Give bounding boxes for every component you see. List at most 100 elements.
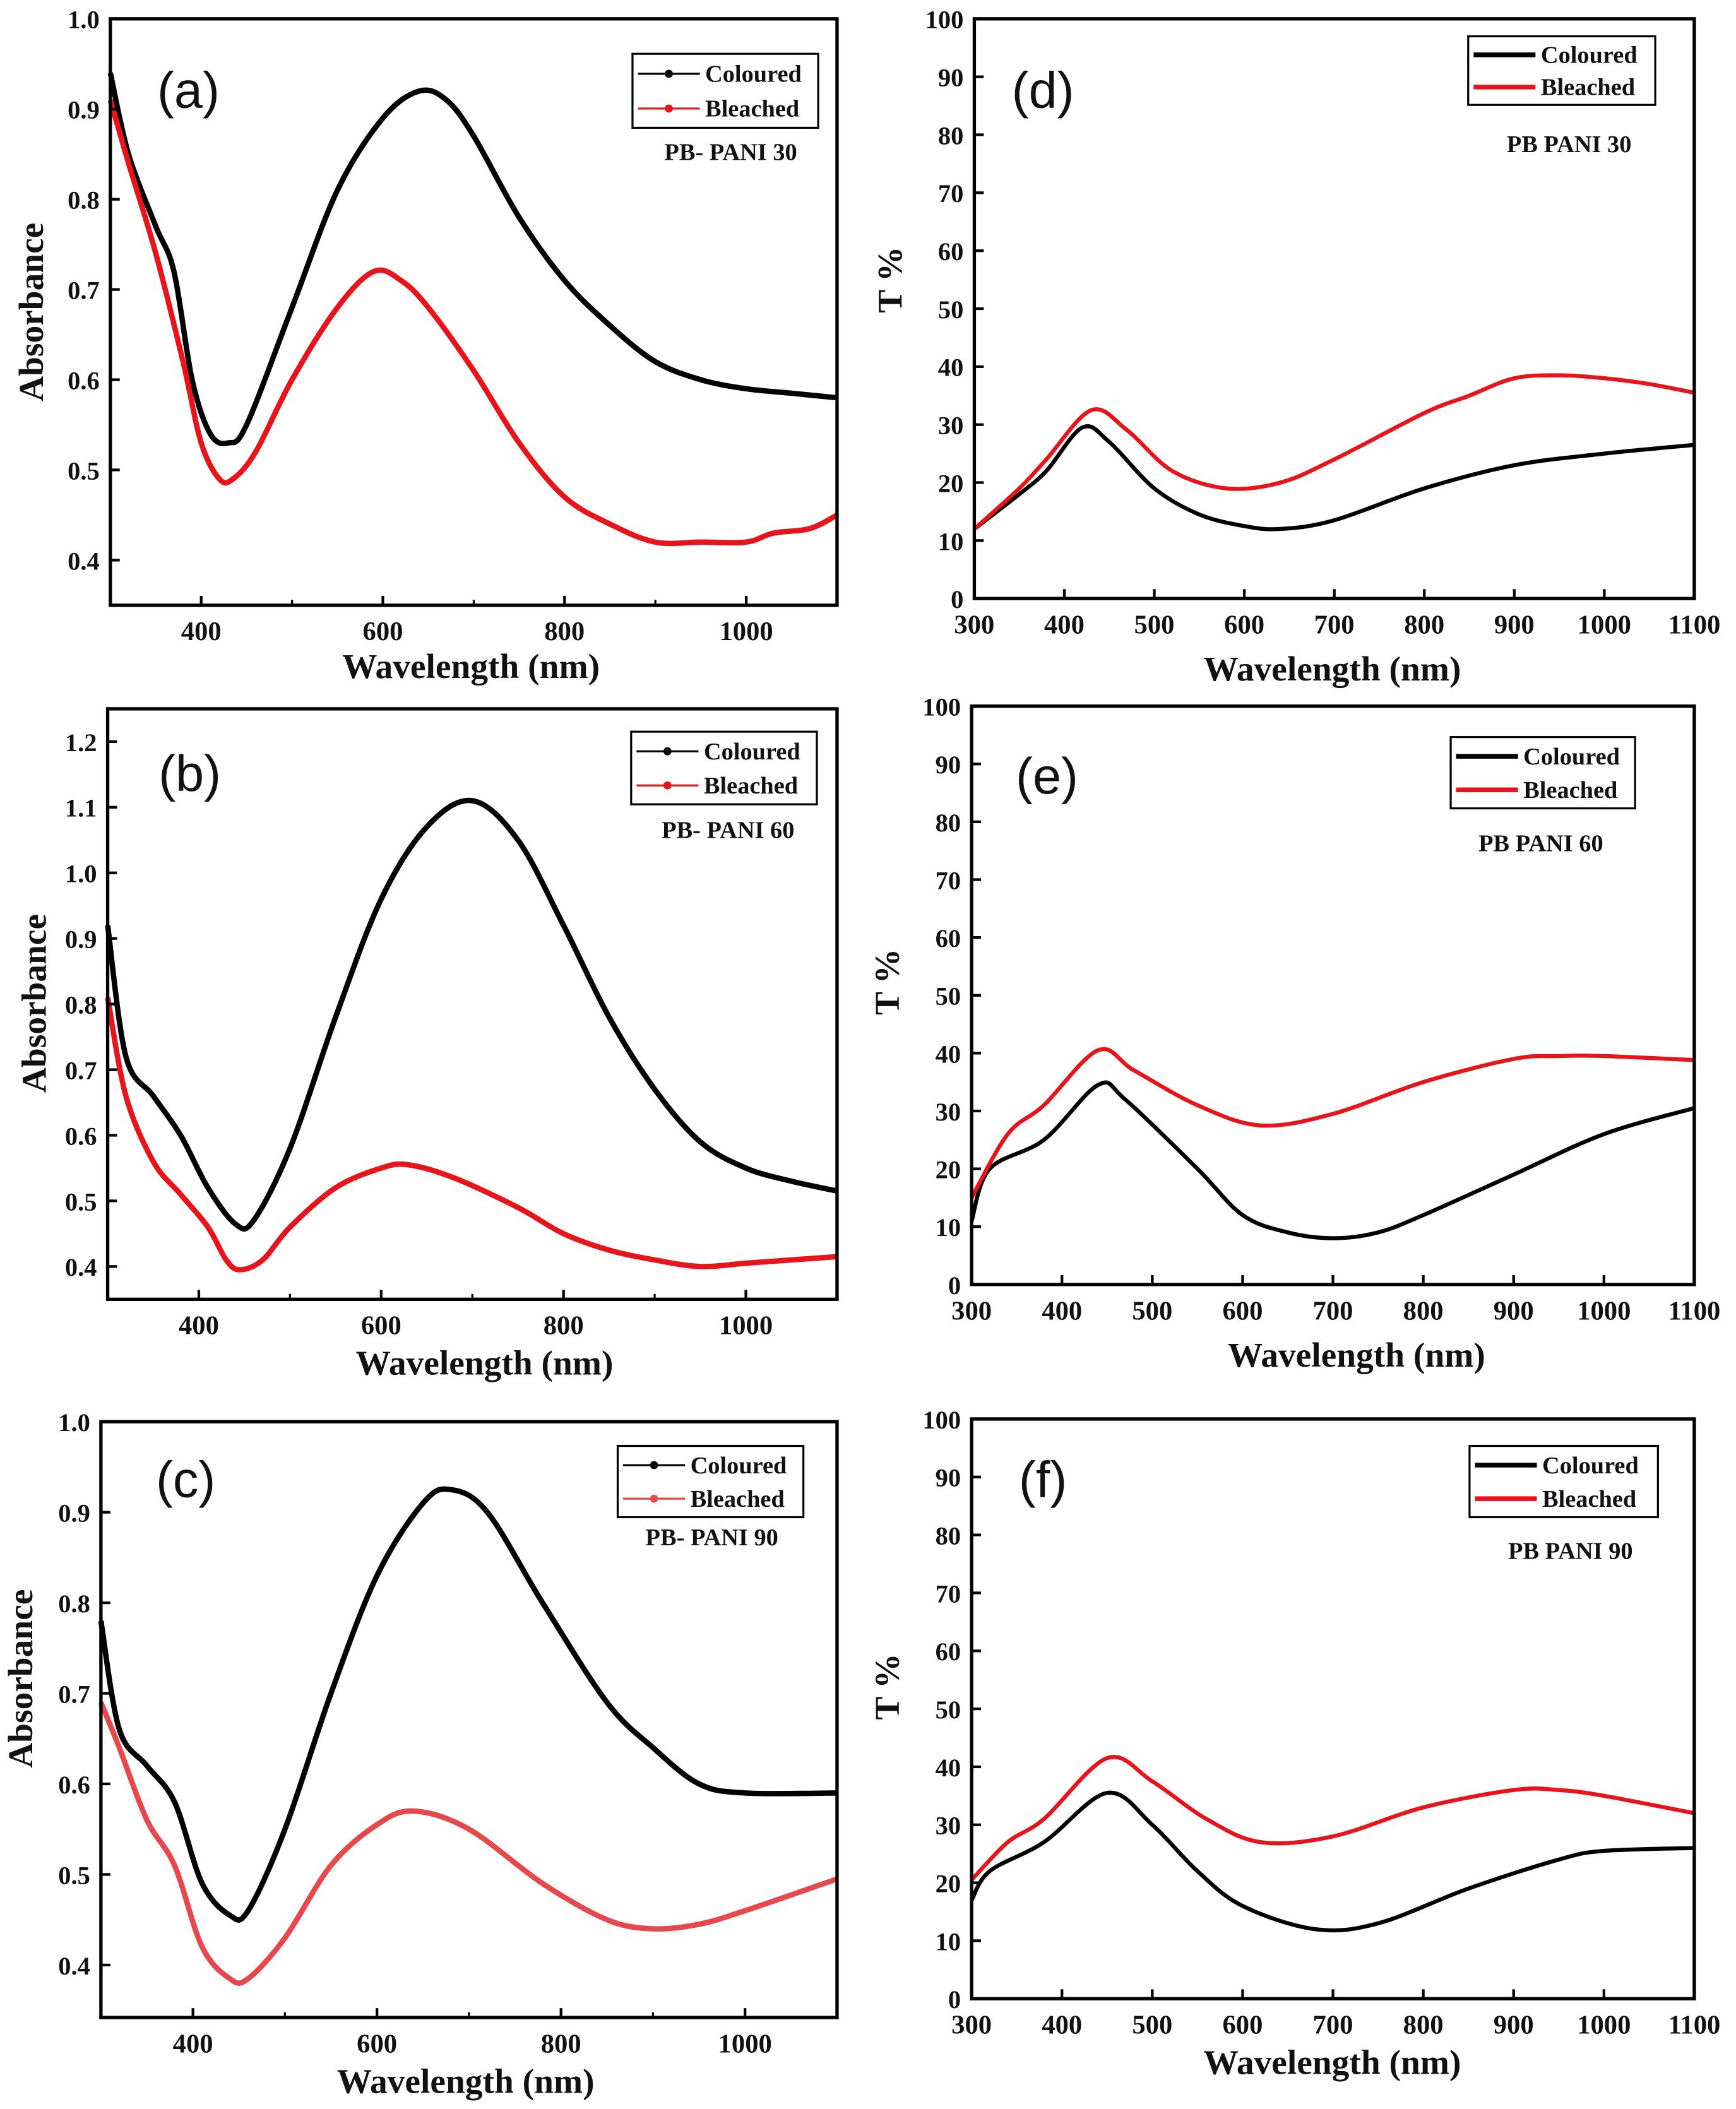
chart-panel-f: 300 400 500 600 700 800 900 1000 1100 0 10 20 30 40 50… xyxy=(868,1406,1720,2082)
legend: Coloured Bleached xyxy=(630,730,818,805)
sample-label: PB- PANI 60 xyxy=(662,817,794,843)
y-tick-label: 50 xyxy=(938,295,963,324)
x-axis-label: Wavelength (nm) xyxy=(355,1344,613,1382)
x-tick-label: 400 xyxy=(179,1311,219,1341)
x-tick-label: 700 xyxy=(1314,610,1355,640)
chart-panel-d: 300 400 500 600 700 800 900 1000 1100 0 10 20 30 40 50… xyxy=(871,6,1720,688)
y-tick-label: 100 xyxy=(922,693,961,722)
x-axis-label: Wavelength (nm) xyxy=(337,2062,595,2100)
y-tick-label: 0.6 xyxy=(68,366,100,395)
x-tick-label: 900 xyxy=(1494,2011,1534,2040)
legend-box xyxy=(616,1444,805,1519)
x-tick-label: 800 xyxy=(1403,1296,1444,1326)
y-tick-label: 1.1 xyxy=(65,794,97,823)
chart-panel-e: 300 400 500 600 700 800 900 1000 1100 0 10 20 30 40 50… xyxy=(868,693,1720,1374)
x-tick-label: 300 xyxy=(951,1296,992,1326)
legend-box xyxy=(1449,736,1636,810)
x-tick-label: 400 xyxy=(1044,610,1085,640)
y-tick-label: 90 xyxy=(938,64,963,92)
series-line-bleached xyxy=(970,1047,1695,1199)
x-axis-label: Wavelength (nm) xyxy=(1203,650,1461,688)
y-tick-label: 10 xyxy=(938,527,963,555)
x-tick-label: 700 xyxy=(1313,1296,1353,1326)
x-tick-label: 1100 xyxy=(1668,610,1720,640)
y-tick-label: 0 xyxy=(951,585,963,614)
y-tick-label: 0.8 xyxy=(68,186,100,215)
legend-label-bleached: Bleached xyxy=(691,1486,785,1512)
y-tick-label: 0.4 xyxy=(65,1253,97,1281)
x-tick-label: 300 xyxy=(951,2011,992,2040)
legend-label-coloured: Coloured xyxy=(704,739,800,765)
series-line-bleached xyxy=(970,1755,1695,1882)
y-tick-label: 60 xyxy=(938,237,963,266)
legend-label-bleached: Bleached xyxy=(1542,1486,1636,1512)
y-tick-label: 0.8 xyxy=(65,991,97,1019)
chart-panel-a: 400 600 800 1000 0.4 0.5 0.6 0.7 0.8 0.9 1.0 Wavele… xyxy=(12,6,839,686)
y-tick-label: 70 xyxy=(936,866,961,894)
legend-label-coloured: Coloured xyxy=(1541,42,1638,69)
y-tick-label: 60 xyxy=(936,1637,961,1666)
series-line-bleached xyxy=(107,99,838,547)
y-axis-label: T % xyxy=(871,247,909,313)
y-tick-label: 0.9 xyxy=(58,1499,90,1528)
legend-label-bleached: Bleached xyxy=(704,773,798,799)
y-tick-label: 30 xyxy=(936,1812,961,1840)
y-tick-label: 80 xyxy=(938,121,963,150)
sample-label: PB PANI 30 xyxy=(1507,131,1632,158)
y-tick-label: 1.0 xyxy=(68,6,100,34)
x-tick-label: 1000 xyxy=(719,1311,773,1341)
legend-marker xyxy=(650,1494,658,1503)
legend-marker xyxy=(665,104,673,113)
panel-label: (e) xyxy=(1016,748,1078,805)
y-tick-label: 40 xyxy=(936,1040,961,1068)
y-tick-label: 90 xyxy=(936,751,961,779)
series-line-bleached xyxy=(973,373,1695,531)
legend-label-bleached: Bleached xyxy=(1541,74,1635,101)
x-tick-label: 500 xyxy=(1134,610,1175,640)
x-tick-label: 400 xyxy=(181,617,222,646)
y-tick-label: 10 xyxy=(936,1927,961,1956)
y-axis-label: Absorbance xyxy=(12,223,51,401)
legend-box xyxy=(631,52,819,129)
sample-label: PB PANI 90 xyxy=(1508,1538,1633,1565)
x-tick-label: 900 xyxy=(1494,1296,1534,1326)
x-tick-label: 1000 xyxy=(718,2029,772,2059)
y-axis-label: Absorbance xyxy=(15,914,53,1093)
y-tick-label: 20 xyxy=(936,1156,961,1184)
y-tick-label: 0.8 xyxy=(58,1589,90,1618)
x-tick-label: 800 xyxy=(1404,610,1444,640)
y-tick-label: 20 xyxy=(936,1870,961,1898)
legend-label-bleached: Bleached xyxy=(1523,777,1617,804)
legend-label-bleached: Bleached xyxy=(705,96,799,122)
x-tick-label: 600 xyxy=(1222,1296,1263,1326)
sample-label: PB- PANI 30 xyxy=(664,140,797,166)
x-tick-label: 800 xyxy=(1403,2011,1444,2040)
x-tick-label: 600 xyxy=(357,2029,397,2059)
series-line-coloured xyxy=(98,1486,837,1923)
legend-label-coloured: Coloured xyxy=(1542,1453,1639,1479)
x-axis-label: Wavelength (nm) xyxy=(342,647,600,686)
sample-label: PB- PANI 90 xyxy=(646,1524,778,1551)
y-tick-label: 100 xyxy=(925,6,964,34)
x-tick-label: 400 xyxy=(1042,1296,1082,1326)
legend-label-coloured: Coloured xyxy=(691,1453,787,1479)
x-tick-label: 1000 xyxy=(1577,1296,1631,1326)
panel-label: (c) xyxy=(156,1452,215,1509)
legend: Coloured Bleached xyxy=(1449,736,1636,810)
panel-label: (f) xyxy=(1019,1452,1067,1509)
x-tick-label: 600 xyxy=(363,617,403,646)
legend-marker xyxy=(665,69,673,78)
legend-box xyxy=(1467,35,1656,106)
series-line-coloured xyxy=(107,72,838,446)
y-tick-label: 0.6 xyxy=(58,1771,90,1799)
chart-panel-c: 400 600 800 1000 0.4 0.5 0.6 0.7 0.8 0.9 1.0 Wavele… xyxy=(1,1408,839,2100)
x-tick-label: 800 xyxy=(541,2029,581,2059)
x-tick-label: 1100 xyxy=(1668,2011,1720,2040)
x-tick-label: 1100 xyxy=(1668,1296,1720,1326)
y-tick-label: 0.7 xyxy=(65,1056,97,1084)
y-tick-label: 0.5 xyxy=(68,456,100,485)
x-tick-label: 600 xyxy=(361,1311,401,1341)
legend: Coloured Bleached xyxy=(616,1444,805,1519)
x-tick-label: 1000 xyxy=(1577,2011,1631,2040)
y-tick-label: 50 xyxy=(936,982,961,1011)
